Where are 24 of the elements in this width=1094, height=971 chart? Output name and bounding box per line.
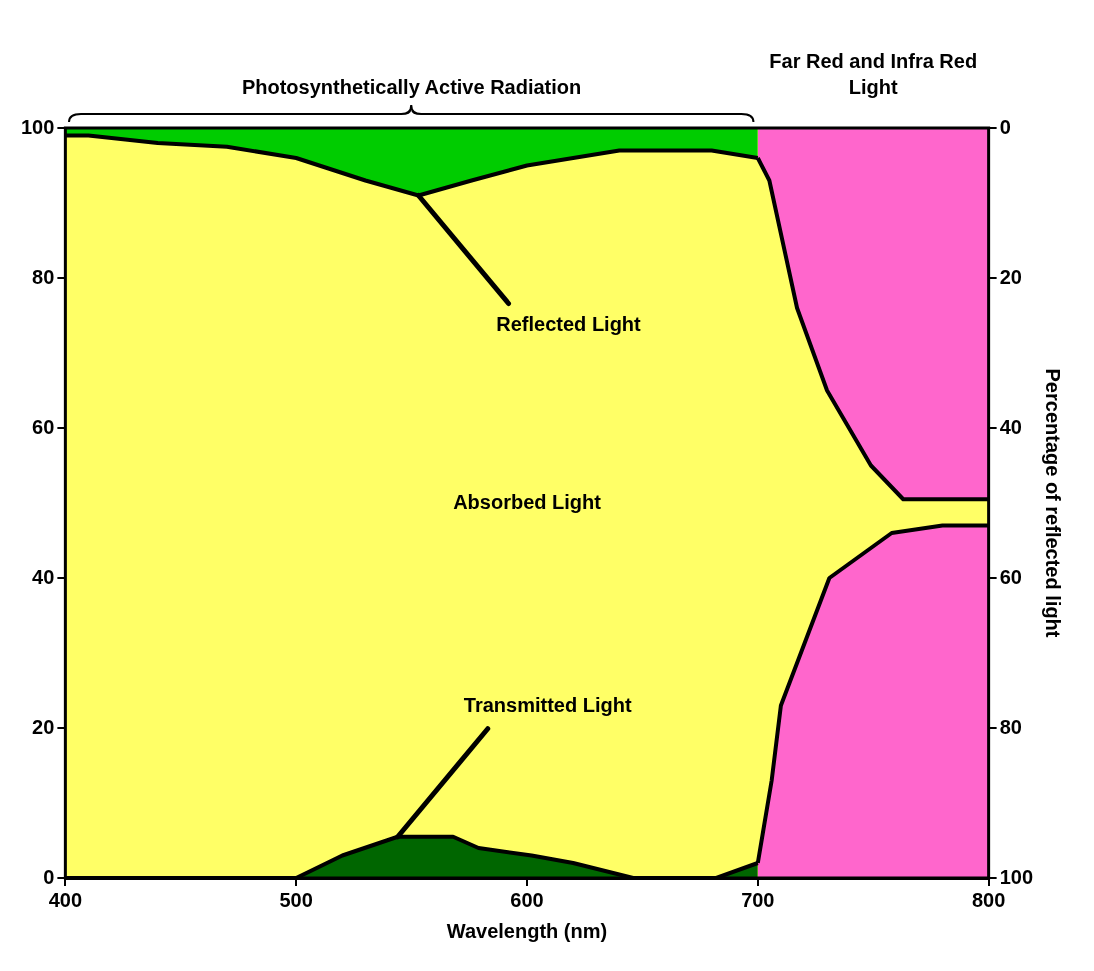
y2-tick-label: 40 — [999, 415, 1022, 438]
annotation: Absorbed Light — [453, 490, 602, 513]
annotation: Reflected Light — [496, 313, 642, 336]
y-tick-label: 60 — [32, 415, 55, 438]
text: Far Red and Infra Red Light — [769, 49, 978, 98]
x-tick-label: 800 — [971, 888, 1006, 911]
y-tick-label: 100 — [20, 115, 55, 138]
x-tick-label: 400 — [48, 888, 83, 911]
y2-tick-label: 20 — [999, 265, 1022, 288]
y-tick-label: 80 — [32, 265, 55, 288]
x-tick-label: 700 — [741, 888, 775, 911]
y2-axis-title: Percentage of reflected light — [1042, 368, 1065, 638]
annotation: Transmitted Light — [463, 694, 632, 717]
y-tick-label: 20 — [32, 715, 55, 738]
x-tick-label: 600 — [510, 888, 544, 911]
y2-tick-label: 80 — [999, 715, 1022, 738]
x-axis-title: Wavelength (nm) — [446, 919, 608, 942]
y-tick-label: 0 — [43, 865, 55, 888]
y2-tick-label: 0 — [999, 115, 1011, 138]
x-tick-label: 500 — [279, 888, 313, 911]
text: Photosynthetically Active Radiation — [241, 75, 582, 98]
y2-tick-label: 60 — [999, 565, 1022, 588]
y-tick-label: 40 — [32, 565, 55, 588]
y2-tick-label: 100 — [999, 865, 1034, 888]
